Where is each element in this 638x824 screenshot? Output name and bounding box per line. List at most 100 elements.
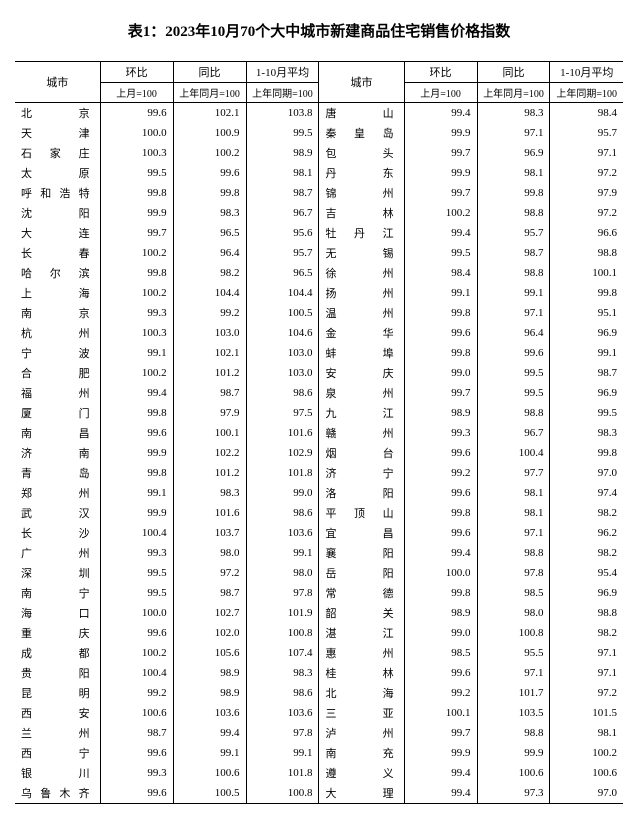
value-hb: 99.8 — [100, 183, 173, 203]
value-avg: 98.3 — [550, 423, 623, 443]
value-hb: 100.2 — [100, 283, 173, 303]
value-avg: 98.1 — [550, 723, 623, 743]
value-tb: 99.8 — [477, 183, 550, 203]
value-tb: 98.8 — [477, 263, 550, 283]
value-hb: 99.8 — [404, 503, 477, 523]
hdr-avg-sub-r: 上年同期=100 — [550, 83, 623, 103]
value-tb: 98.7 — [173, 583, 246, 603]
value-hb: 100.0 — [404, 563, 477, 583]
value-hb: 99.2 — [404, 463, 477, 483]
city-name: 乌鲁木齐 — [15, 783, 100, 804]
value-hb: 100.4 — [100, 663, 173, 683]
value-tb: 97.1 — [477, 523, 550, 543]
value-avg: 100.8 — [246, 783, 319, 804]
table-row: 上海100.2104.4104.4扬州99.199.199.8 — [15, 283, 623, 303]
value-tb: 100.2 — [173, 143, 246, 163]
value-hb: 99.1 — [100, 343, 173, 363]
table-row: 宁波99.1102.1103.0蚌埠99.899.699.1 — [15, 343, 623, 363]
value-tb: 98.2 — [173, 263, 246, 283]
value-hb: 99.1 — [100, 483, 173, 503]
city-name: 青岛 — [15, 463, 100, 483]
value-tb: 103.6 — [173, 703, 246, 723]
table-row: 海口100.0102.7101.9韶关98.998.098.8 — [15, 603, 623, 623]
value-avg: 101.8 — [246, 763, 319, 783]
value-tb: 96.9 — [477, 143, 550, 163]
value-hb: 99.7 — [100, 223, 173, 243]
value-avg: 101.5 — [550, 703, 623, 723]
value-hb: 100.4 — [100, 523, 173, 543]
value-tb: 98.8 — [477, 403, 550, 423]
table-row: 沈阳99.998.396.7吉林100.298.897.2 — [15, 203, 623, 223]
value-avg: 102.9 — [246, 443, 319, 463]
value-tb: 99.9 — [477, 743, 550, 763]
city-name: 惠州 — [319, 643, 404, 663]
value-avg: 98.0 — [246, 563, 319, 583]
value-tb: 95.7 — [477, 223, 550, 243]
city-name: 广州 — [15, 543, 100, 563]
value-tb: 103.5 — [477, 703, 550, 723]
value-hb: 99.5 — [404, 243, 477, 263]
value-avg: 99.5 — [246, 123, 319, 143]
value-hb: 99.6 — [404, 443, 477, 463]
value-avg: 97.8 — [246, 583, 319, 603]
value-hb: 99.3 — [404, 423, 477, 443]
value-hb: 99.5 — [100, 163, 173, 183]
value-hb: 99.7 — [404, 723, 477, 743]
value-avg: 99.1 — [550, 343, 623, 363]
value-tb: 102.2 — [173, 443, 246, 463]
value-avg: 98.6 — [246, 683, 319, 703]
value-hb: 99.2 — [404, 683, 477, 703]
value-avg: 99.8 — [550, 283, 623, 303]
hdr-city-l: 城市 — [15, 62, 100, 103]
value-hb: 99.1 — [404, 283, 477, 303]
value-hb: 99.5 — [100, 583, 173, 603]
price-index-table: 城市 环比 同比 1-10月平均 城市 环比 同比 1-10月平均 上月=100… — [15, 61, 623, 804]
hdr-hb-sub-r: 上月=100 — [404, 83, 477, 103]
city-name: 蚌埠 — [319, 343, 404, 363]
value-avg: 97.8 — [246, 723, 319, 743]
value-hb: 99.9 — [100, 443, 173, 463]
table-row: 银川99.3100.6101.8遵义99.4100.6100.6 — [15, 763, 623, 783]
value-avg: 96.5 — [246, 263, 319, 283]
value-tb: 98.0 — [477, 603, 550, 623]
value-hb: 100.2 — [100, 363, 173, 383]
value-hb: 98.5 — [404, 643, 477, 663]
value-hb: 99.0 — [404, 623, 477, 643]
city-name: 秦皇岛 — [319, 123, 404, 143]
city-name: 南充 — [319, 743, 404, 763]
city-name: 北京 — [15, 103, 100, 124]
value-tb: 97.1 — [477, 123, 550, 143]
value-hb: 99.4 — [404, 103, 477, 124]
value-avg: 98.1 — [246, 163, 319, 183]
city-name: 呼和浩特 — [15, 183, 100, 203]
city-name: 大连 — [15, 223, 100, 243]
value-tb: 98.9 — [173, 663, 246, 683]
value-tb: 98.7 — [173, 383, 246, 403]
city-name: 泉州 — [319, 383, 404, 403]
value-tb: 105.6 — [173, 643, 246, 663]
table-row: 贵阳100.498.998.3桂林99.697.197.1 — [15, 663, 623, 683]
city-name: 遵义 — [319, 763, 404, 783]
value-avg: 98.4 — [550, 103, 623, 124]
value-hb: 98.9 — [404, 603, 477, 623]
value-hb: 99.6 — [100, 783, 173, 804]
table-row: 广州99.398.099.1襄阳99.498.898.2 — [15, 543, 623, 563]
value-hb: 99.8 — [100, 263, 173, 283]
table-row: 西安100.6103.6103.6三亚100.1103.5101.5 — [15, 703, 623, 723]
value-tb: 98.3 — [173, 483, 246, 503]
value-avg: 98.6 — [246, 503, 319, 523]
value-tb: 102.0 — [173, 623, 246, 643]
value-avg: 97.2 — [550, 163, 623, 183]
value-avg: 101.6 — [246, 423, 319, 443]
value-hb: 99.6 — [404, 483, 477, 503]
hdr-tb-sub-r: 上年同月=100 — [477, 83, 550, 103]
city-name: 北海 — [319, 683, 404, 703]
table-row: 福州99.498.798.6泉州99.799.596.9 — [15, 383, 623, 403]
city-name: 岳阳 — [319, 563, 404, 583]
value-avg: 97.4 — [550, 483, 623, 503]
city-name: 杭州 — [15, 323, 100, 343]
city-name: 金华 — [319, 323, 404, 343]
value-tb: 96.7 — [477, 423, 550, 443]
value-avg: 103.0 — [246, 343, 319, 363]
value-hb: 99.6 — [100, 743, 173, 763]
